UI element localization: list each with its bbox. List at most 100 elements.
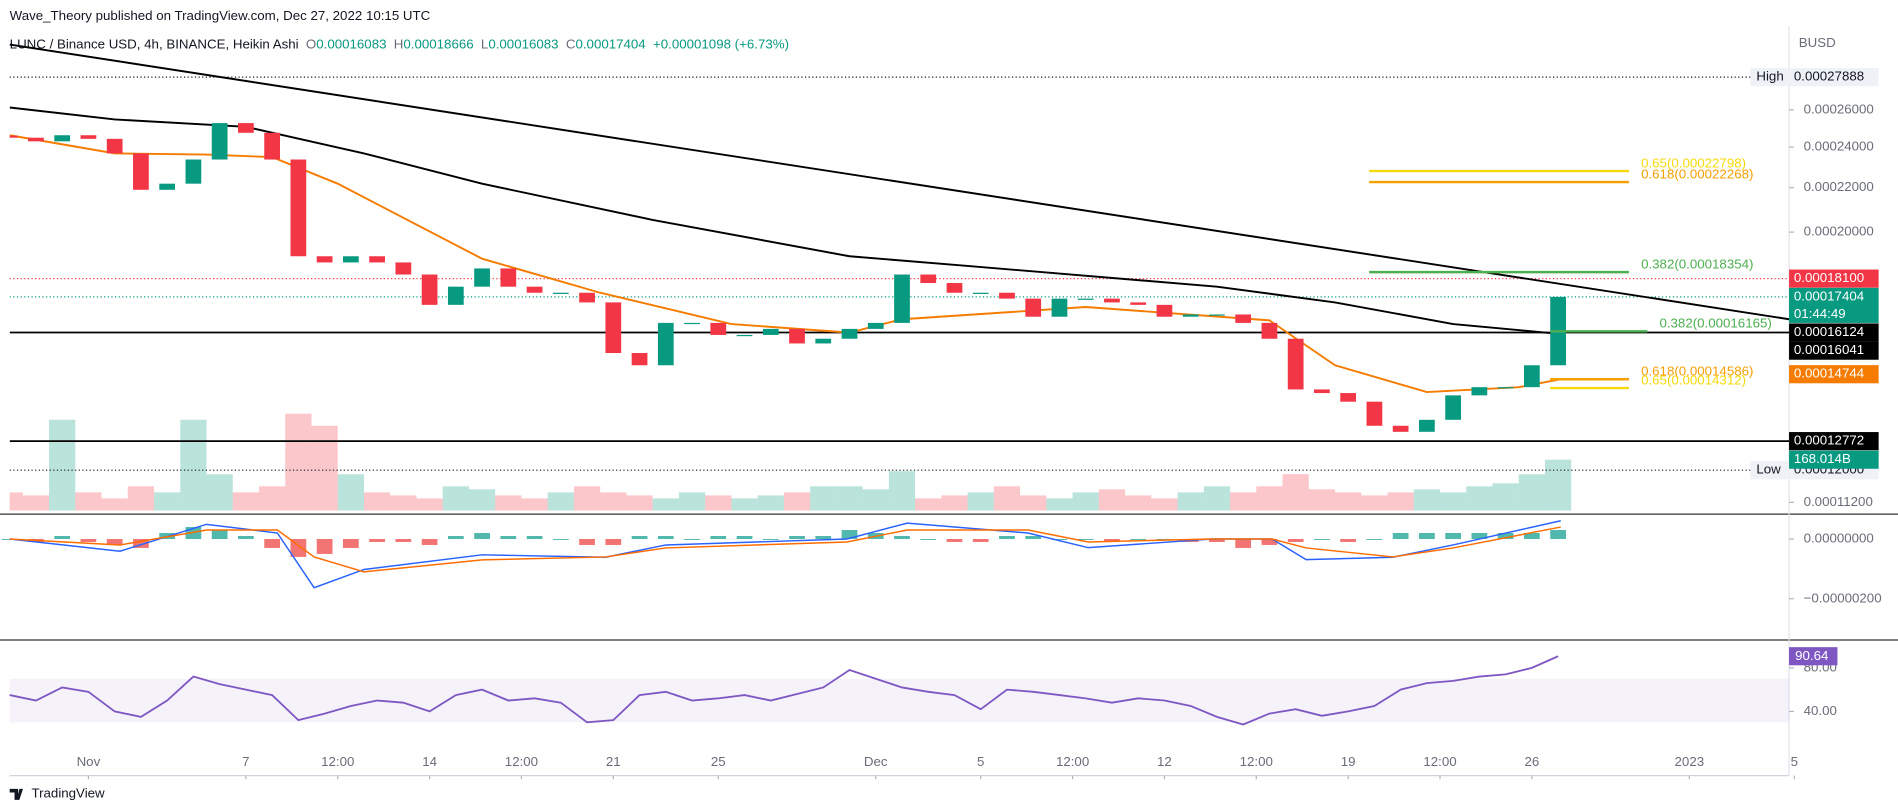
macd-histogram-bar (1077, 538, 1094, 540)
rsi-label: 90.64 (1795, 648, 1828, 663)
signal-line (9, 526, 1561, 573)
macd-histogram-bar (552, 538, 569, 540)
volume-bar (259, 486, 286, 511)
x-tick-label: 12 (1157, 754, 1172, 769)
volume-label: 168.014B (1794, 451, 1851, 466)
macd-histogram-bar (342, 538, 359, 548)
y-tick-label: 0.00026000 (1804, 101, 1874, 116)
candle-body (1314, 389, 1330, 394)
price-label-box (1789, 269, 1879, 288)
macd-histogram-bar (1104, 538, 1120, 542)
candle-body (133, 153, 149, 190)
x-tick-label: 2023 (1675, 754, 1705, 769)
volume-bar (1308, 489, 1336, 511)
candle-body (1366, 401, 1383, 426)
candle-body (1104, 298, 1120, 303)
legend-value: 0.00016083 (316, 36, 386, 51)
price-label-box (1789, 287, 1879, 306)
candle-body (1523, 365, 1540, 388)
y-tick-label: 0.00022000 (1804, 179, 1874, 194)
volume-bar (521, 498, 548, 511)
volume-bar (836, 486, 863, 511)
candle-body (657, 322, 674, 366)
candle-body (1392, 425, 1409, 432)
macd-histogram-bar (946, 538, 963, 542)
candle-body (421, 274, 438, 305)
x-tick-label: 12:00 (505, 754, 538, 769)
brand-logo (9, 788, 23, 800)
legend-value: 0.00018666 (403, 36, 473, 51)
macd-histogram-bar (526, 535, 543, 539)
volume-bar (22, 495, 50, 511)
macd-histogram-bar (1314, 538, 1330, 540)
candle-body (80, 135, 97, 139)
fib-label: 0.618(0.00014586) (1641, 363, 1753, 378)
volume-bar (9, 492, 23, 511)
high-value: 0.00027888 (1794, 69, 1864, 84)
candle-body (1130, 302, 1147, 305)
macd-histogram-bar (1340, 538, 1357, 542)
macd-histogram-bar (1130, 538, 1147, 540)
volume-bar (75, 492, 102, 511)
candle-body (789, 328, 805, 344)
volume-bar (232, 492, 260, 511)
volume-bar (783, 492, 811, 511)
macd-histogram-bar (1445, 533, 1462, 539)
price-label-box (1789, 341, 1879, 360)
rsi-line (9, 655, 1559, 726)
macd-histogram-bar (1497, 533, 1514, 539)
main-pane (9, 43, 1790, 511)
volume-bar (1282, 474, 1309, 511)
macd-histogram-bar (447, 535, 464, 539)
volume-bar (1203, 486, 1231, 511)
volume-bar (1098, 489, 1126, 511)
candle-body (1156, 304, 1173, 317)
price-label-box (1789, 323, 1879, 342)
macd-histogram-bar (631, 535, 648, 539)
legend: LUNC / Binance USD, 4h, BINANCE, Heikin … (10, 36, 789, 51)
x-tick-label: 21 (606, 754, 621, 769)
volume-bar (1230, 492, 1257, 511)
macd-histogram-bar (1235, 538, 1252, 548)
indicator-line (9, 43, 1790, 321)
volume-bar (888, 471, 916, 511)
volume-bar (678, 492, 706, 511)
volume-bar (311, 425, 338, 511)
volume-bar (390, 495, 417, 511)
currency: BUSD (1799, 35, 1836, 50)
legend-value: 0.00017404 (575, 36, 645, 51)
volume-bar (416, 498, 443, 511)
candle-body (106, 138, 123, 154)
volume-bar (652, 498, 679, 511)
volume-bar (600, 492, 627, 511)
x-tick-label: Dec (864, 754, 888, 769)
high-value-box (1789, 68, 1879, 87)
volume-bar (180, 419, 207, 511)
candle-body (1077, 298, 1094, 300)
macd-histogram-bar (500, 535, 517, 539)
legend-key: O (306, 36, 316, 51)
candle-body (500, 268, 517, 287)
low-tag-box (1750, 461, 1788, 480)
macd-histogram-bar (369, 538, 385, 542)
candle-body (211, 123, 228, 160)
x-tick-label: 14 (422, 754, 437, 769)
countdown-box (1789, 305, 1879, 323)
macd-histogram-bar (316, 538, 333, 554)
candle-body (867, 322, 884, 329)
macd-histogram-bar (1287, 538, 1304, 542)
high-tag: High (1756, 69, 1783, 84)
y-tick-label: 0.00011200 (1804, 494, 1873, 509)
candle-body (579, 292, 595, 303)
candle-body (1340, 393, 1357, 402)
volume-bar (810, 486, 837, 511)
volume-bar (1544, 459, 1572, 511)
macd-histogram-bar (920, 538, 937, 540)
volume-bar (442, 486, 469, 511)
volume-bar (363, 492, 391, 511)
macd-histogram-bar (605, 538, 622, 545)
volume-bar (941, 495, 968, 511)
macd-histogram-bar (474, 533, 490, 539)
